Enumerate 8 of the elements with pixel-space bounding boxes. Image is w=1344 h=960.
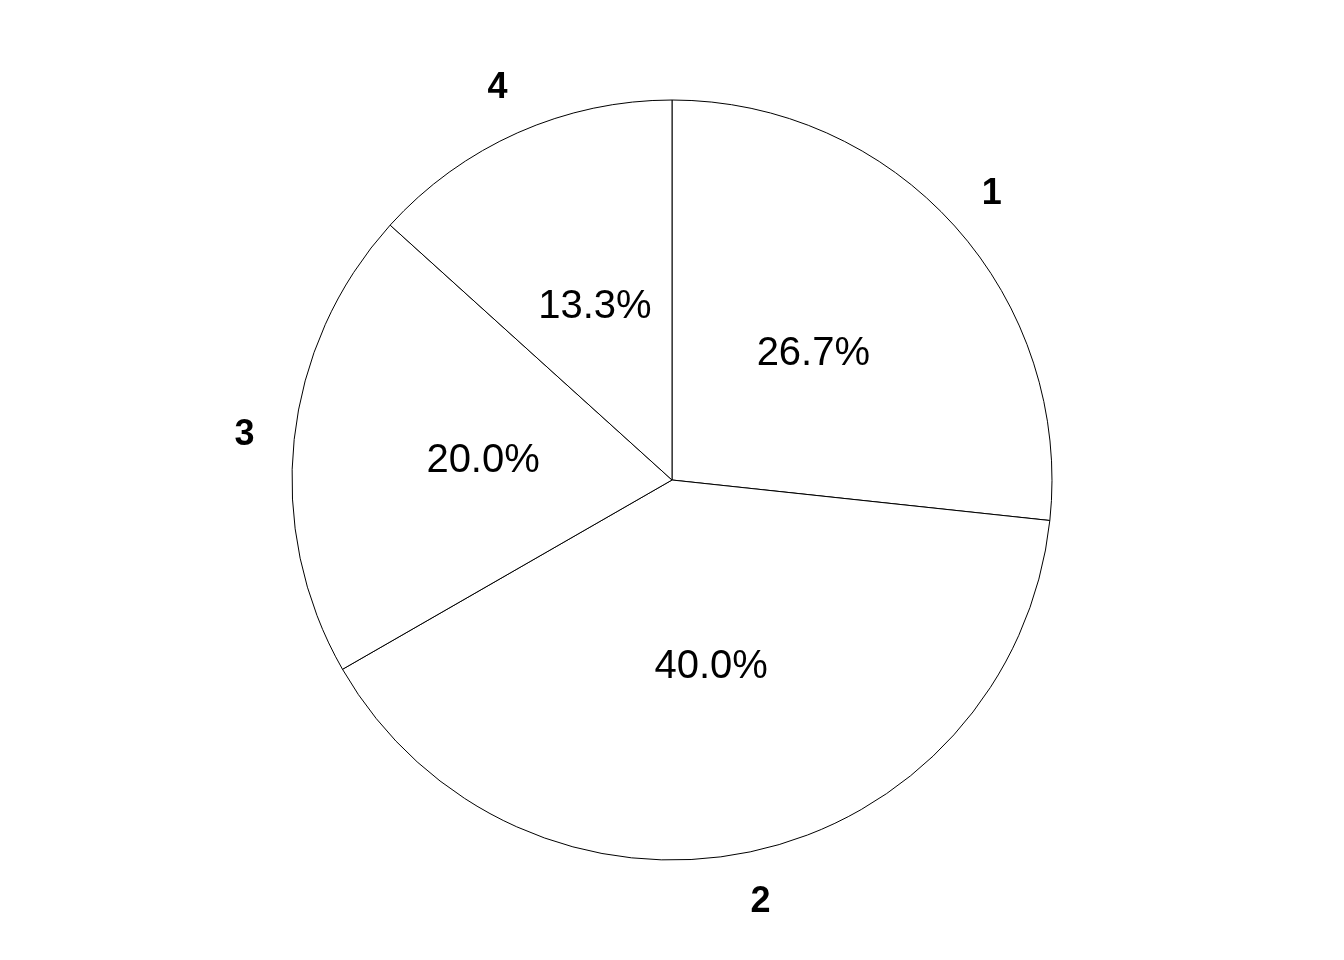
data-label: 26.7% — [756, 329, 871, 374]
slice-label: 1 — [981, 170, 1002, 212]
slice-label: 4 — [487, 64, 508, 106]
data-label: 13.3% — [538, 282, 652, 327]
data-label: 20.0% — [426, 435, 540, 480]
slice-label: 3 — [234, 412, 255, 454]
data-label: 40.0% — [654, 641, 768, 686]
slice-label: 2 — [750, 878, 771, 920]
